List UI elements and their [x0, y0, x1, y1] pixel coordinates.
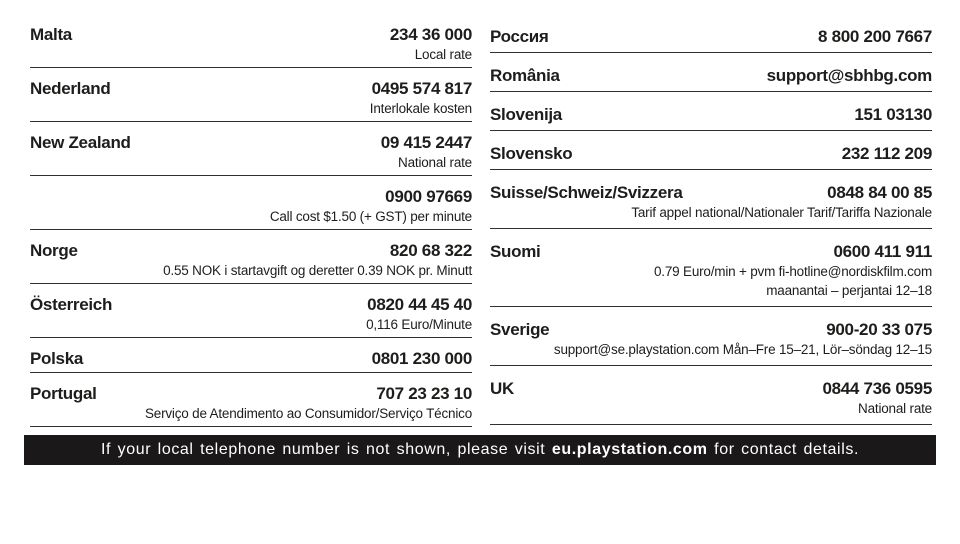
- country-name: Nederland: [30, 79, 111, 98]
- country-name: România: [490, 66, 560, 85]
- country-name: Malta: [30, 25, 72, 44]
- rate-note: Interlokale kosten: [369, 101, 472, 116]
- contact-value: 09 415 2447: [380, 133, 473, 152]
- contact-row-norge: Norge 820 68 322 0.55 NOK i startavgift …: [30, 230, 472, 284]
- playstation-url: eu.playstation.com: [551, 441, 708, 458]
- rate-note: support@se.playstation.com Mån–Fre 15–21…: [553, 342, 932, 357]
- contact-value: 8 800 200 7667: [818, 27, 932, 46]
- rate-note: National rate: [398, 155, 472, 170]
- contacts-columns: Malta 234 36 000 Local rate Nederland 04…: [30, 14, 932, 427]
- contact-row-oesterreich: Österreich 0820 44 45 40 0,116 Euro/Minu…: [30, 284, 472, 338]
- contact-value: 234 36 000: [389, 25, 472, 44]
- contact-value: 900-20 33 075: [826, 320, 932, 339]
- contact-row-suisse: Suisse/Schweiz/Svizzera 0848 84 00 85 Ta…: [490, 170, 932, 229]
- country-name: Россия: [490, 27, 549, 46]
- contact-value: support@sbhbg.com: [766, 66, 933, 85]
- banner-text-suffix: for contact details.: [707, 441, 860, 458]
- contact-row-nederland: Nederland 0495 574 817 Interlokale koste…: [30, 68, 472, 122]
- contact-value: 707 23 23 10: [376, 384, 472, 403]
- country-name: Portugal: [30, 384, 97, 403]
- rate-note: Local rate: [414, 47, 472, 62]
- contacts-column-left: Malta 234 36 000 Local rate Nederland 04…: [30, 14, 472, 427]
- contact-value: 820 68 322: [389, 241, 472, 260]
- rate-note: 0.79 Euro/min + pvm fi-hotline@nordiskfi…: [654, 264, 932, 279]
- country-name: Polska: [30, 349, 84, 368]
- country-name: Sverige: [490, 320, 550, 339]
- country-name: Suomi: [490, 242, 541, 261]
- contact-value: 0900 97669: [385, 187, 472, 206]
- rate-note: 0,116 Euro/Minute: [366, 317, 472, 332]
- contact-value: 0801 230 000: [371, 349, 473, 368]
- rate-note: 0.55 NOK i startavgift og deretter 0.39 …: [163, 263, 472, 278]
- country-name: Österreich: [30, 295, 113, 314]
- rate-note: National rate: [858, 401, 932, 416]
- contact-value: 0600 411 911: [833, 242, 932, 261]
- country-name: Slovensko: [490, 144, 573, 163]
- contact-row-portugal: Portugal 707 23 23 10 Serviço de Atendim…: [30, 373, 472, 427]
- contact-row-slovensko: Slovensko 232 112 209: [490, 131, 932, 170]
- contact-row-malta: Malta 234 36 000 Local rate: [30, 14, 472, 68]
- rate-note: Tarif appel national/Nationaler Tarif/Ta…: [631, 205, 932, 220]
- country-name: New Zealand: [30, 133, 131, 152]
- contact-row-polska: Polska 0801 230 000: [30, 338, 472, 373]
- contact-value: 0820 44 45 40: [367, 295, 472, 314]
- contact-value: 151 03130: [854, 105, 932, 124]
- footer-banner: If your local telephone number is not sh…: [24, 435, 936, 465]
- contact-value: 0495 574 817: [371, 79, 473, 98]
- contact-row-new-zealand: New Zealand 09 415 2447 National rate: [30, 122, 472, 176]
- contact-value: 0848 84 00 85: [827, 183, 932, 202]
- contact-value: 232 112 209: [841, 144, 933, 163]
- country-name: Slovenija: [490, 105, 562, 124]
- contact-row-uk: UK 0844 736 0595 National rate: [490, 366, 932, 425]
- contact-row-new-zealand-0900: 0900 97669 Call cost $1.50 (+ GST) per m…: [30, 176, 472, 230]
- country-name: Norge: [30, 241, 78, 260]
- contact-value: 0844 736 0595: [822, 379, 932, 398]
- rate-note: Serviço de Atendimento ao Consumidor/Ser…: [144, 406, 472, 421]
- country-name: Suisse/Schweiz/Svizzera: [490, 183, 683, 202]
- contact-row-suomi: Suomi 0600 411 911 0.79 Euro/min + pvm f…: [490, 229, 932, 307]
- country-name: UK: [490, 379, 514, 398]
- contact-row-slovenija: Slovenija 151 03130: [490, 92, 932, 131]
- contact-row-romania: România support@sbhbg.com: [490, 53, 932, 92]
- contact-row-sverige: Sverige 900-20 33 075 support@se.playsta…: [490, 307, 932, 366]
- support-contacts-page: Malta 234 36 000 Local rate Nederland 04…: [24, 14, 936, 465]
- rate-note: Call cost $1.50 (+ GST) per minute: [269, 209, 472, 224]
- banner-text-prefix: If your local telephone number is not sh…: [100, 441, 552, 458]
- contact-row-russia: Россия 8 800 200 7667: [490, 14, 932, 53]
- contacts-column-right: Россия 8 800 200 7667 România support@sb…: [490, 14, 932, 427]
- opening-hours-note: maanantai – perjantai 12–18: [766, 283, 932, 298]
